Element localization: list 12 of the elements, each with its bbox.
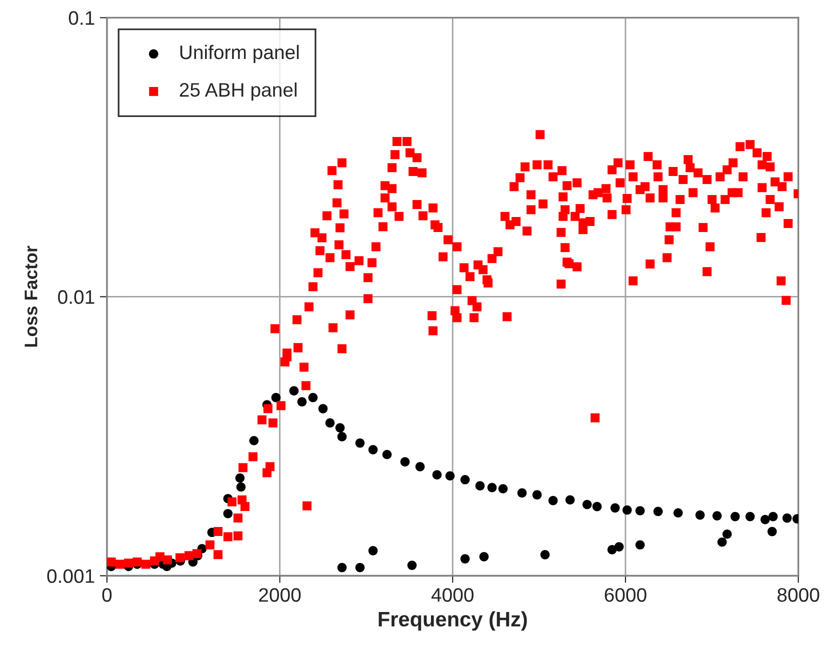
y-tick-label: 0.001 — [47, 569, 94, 583]
x-tick-label: 0 — [102, 588, 112, 602]
x-tick-label: 6000 — [604, 588, 646, 602]
y-tick-label: 0.1 — [68, 11, 94, 25]
legend-label: 25 ABH panel — [180, 82, 297, 101]
x-tick-label: 4000 — [431, 588, 474, 602]
y-axis-title: Loss Factor — [24, 246, 38, 347]
x-tick-label: 2000 — [259, 588, 301, 602]
x-tick-label: 8000 — [778, 588, 820, 602]
x-axis-title: Frequency (Hz) — [378, 611, 527, 631]
y-tick-label: 0.01 — [58, 290, 94, 304]
legend-label: Uniform panel — [180, 44, 299, 64]
